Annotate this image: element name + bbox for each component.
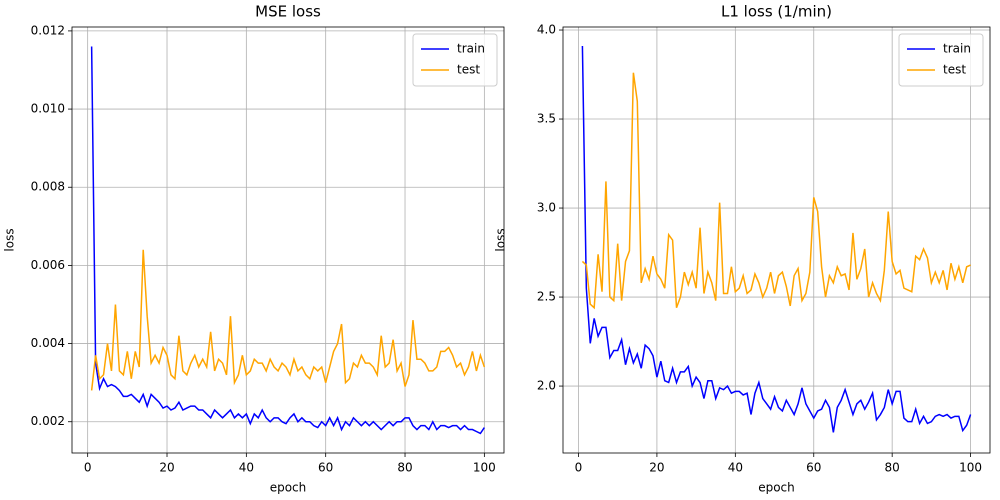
x-tick-label: 100 [473,461,496,475]
y-tick-label: 0.008 [31,180,65,194]
series-line [90,249,486,391]
y-tick-label: 4.0 [537,23,556,37]
y-axis-label: loss [494,228,508,251]
y-tick-label: 3.0 [537,201,556,215]
x-tick-label: 40 [239,461,254,475]
x-tick-label: 80 [397,461,412,475]
y-tick-label: 3.5 [537,112,556,126]
plot-frame [71,26,505,454]
x-tick-label: 20 [159,461,174,475]
y-tick-label: 2.5 [537,290,556,304]
plot-frame [562,26,991,454]
chart-title: L1 loss (1/min) [721,3,832,21]
y-tick-label: 0.004 [31,336,65,350]
legend: train test [898,33,984,87]
legend-label: test [943,63,966,77]
x-tick-label: 60 [806,461,821,475]
legend-box [412,33,498,87]
y-tick-label: 0.012 [31,23,65,37]
y-tick-label: 0.006 [31,258,65,272]
x-axis-label: epoch [758,481,795,495]
y-tick-label: 2.0 [537,379,556,393]
chart-title: MSE loss [255,3,321,21]
x-axis-label: epoch [270,481,307,495]
y-tick-label: 0.010 [31,102,65,116]
x-tick-label: 0 [84,461,92,475]
x-tick-label: 100 [959,461,982,475]
legend-label: train [943,42,971,56]
series-line [90,46,485,435]
y-axis-label: loss [3,228,17,251]
series-line [581,72,971,310]
x-tick-label: 40 [728,461,743,475]
legend: train test [412,33,498,87]
legend-label: train [457,42,485,56]
x-tick-label: 60 [318,461,333,475]
y-tick-label: 0.002 [31,414,65,428]
x-tick-label: 80 [885,461,900,475]
legend-box [898,33,984,87]
series-line [581,46,972,433]
x-tick-label: 20 [649,461,664,475]
legend-label: test [457,63,480,77]
x-tick-label: 0 [575,461,583,475]
